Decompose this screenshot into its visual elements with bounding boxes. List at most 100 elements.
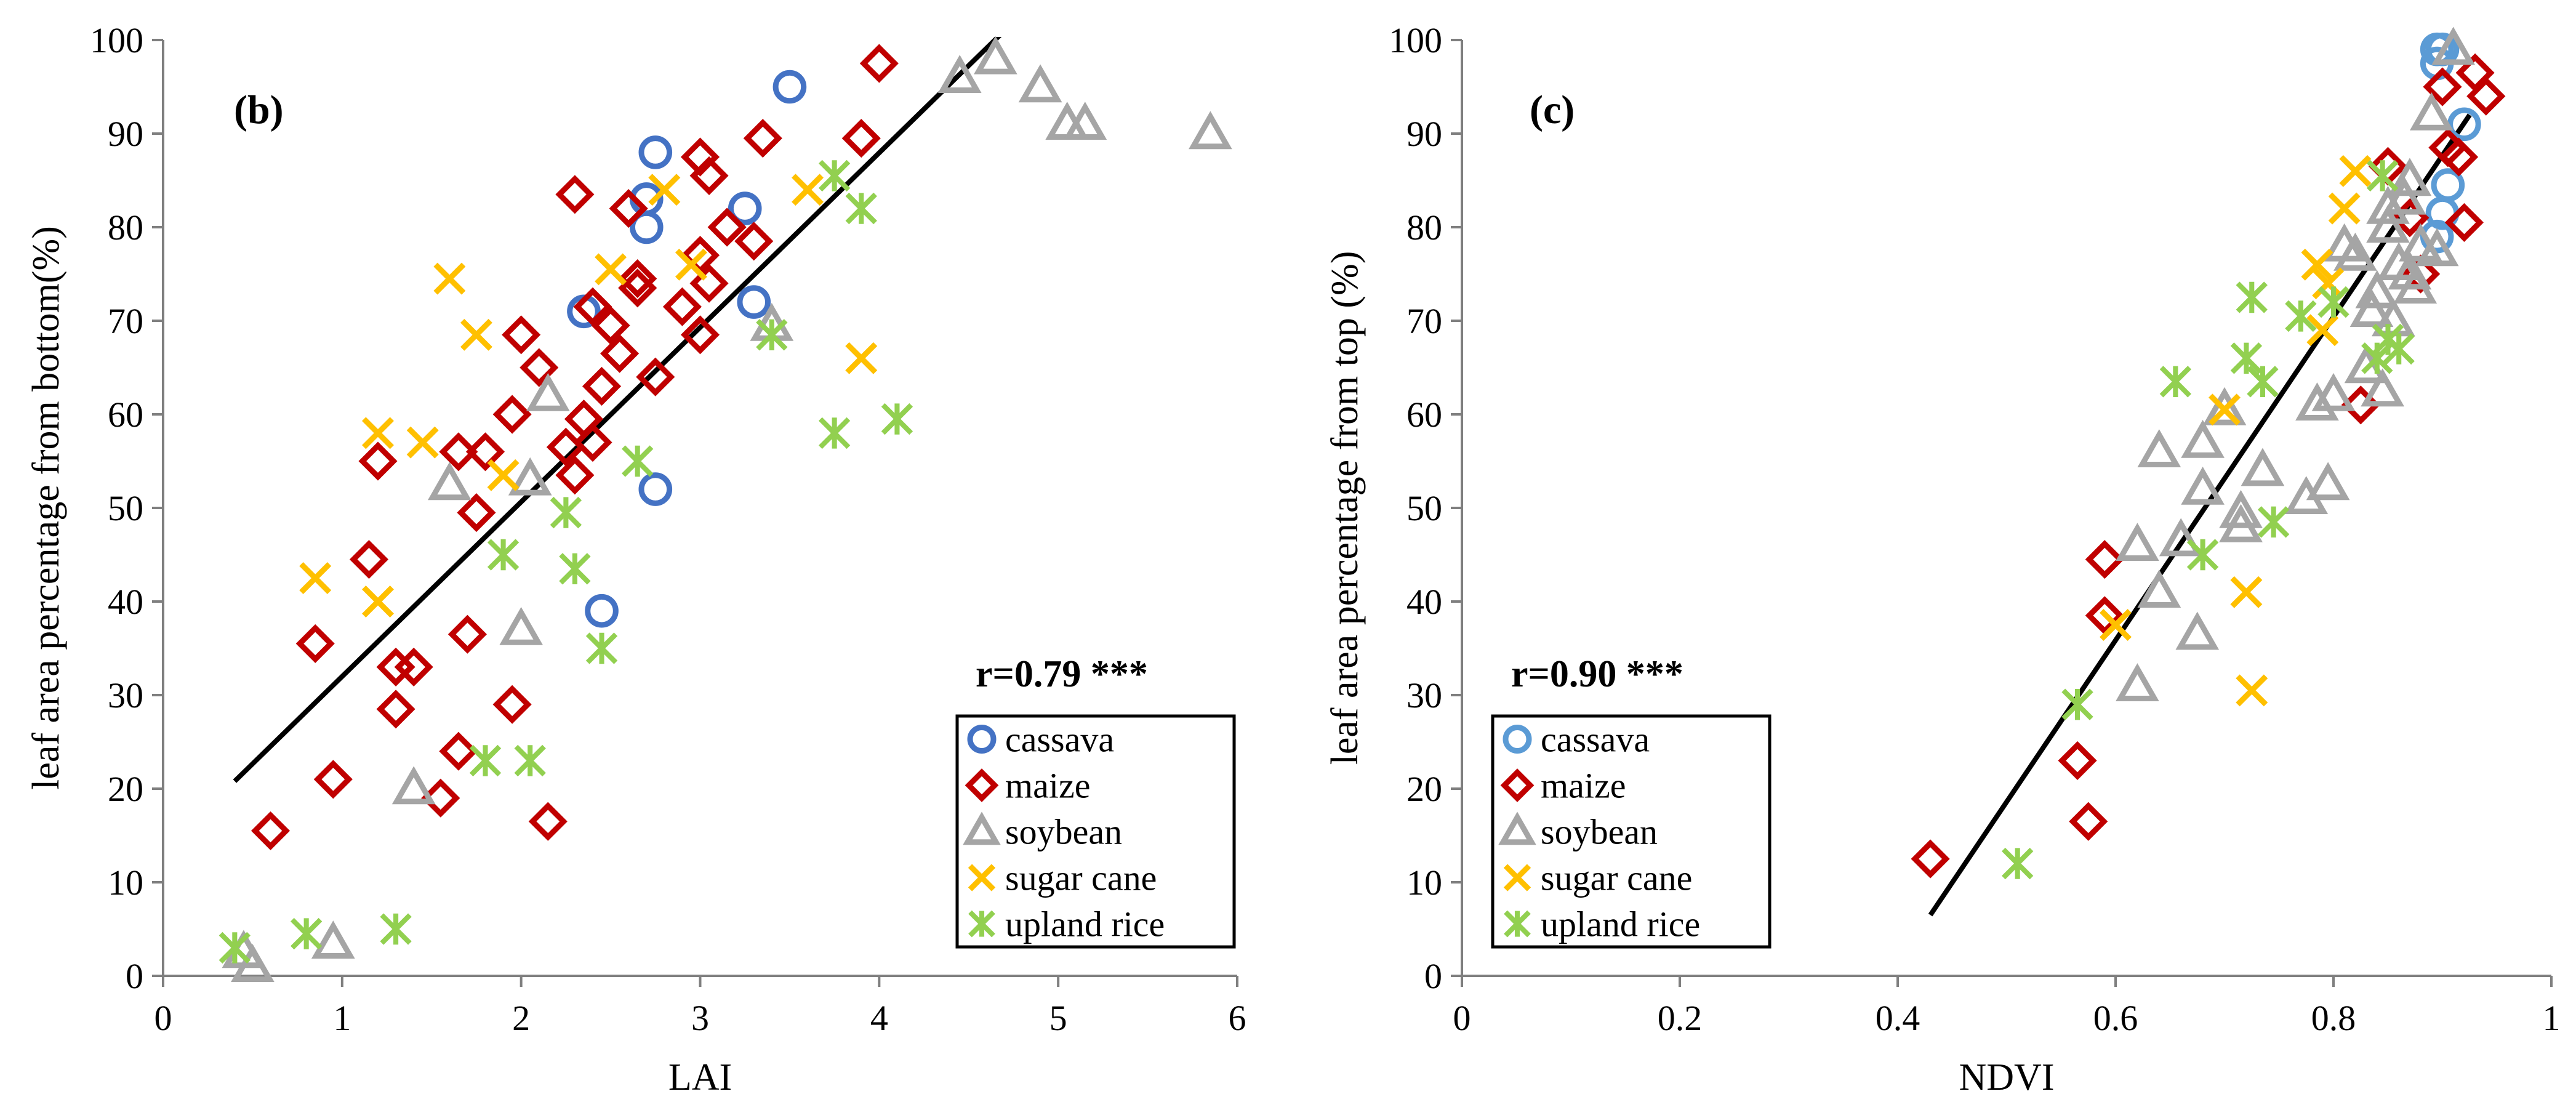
data-point — [2382, 176, 2426, 215]
data-point — [1063, 102, 1107, 140]
y-tick-label: 10 — [1406, 863, 1442, 903]
data-point — [2069, 802, 2108, 841]
data-point — [349, 540, 389, 579]
data-point — [502, 315, 541, 355]
data-point — [689, 156, 729, 195]
series-cassava — [567, 70, 807, 628]
data-point — [457, 493, 496, 533]
data-point — [291, 917, 323, 950]
y-axis-title: leaf area percentage from bottom(%) — [25, 226, 67, 790]
y-tick-label: 90 — [1406, 114, 1442, 154]
series-maize — [1911, 53, 2506, 879]
data-point — [743, 119, 782, 158]
data-point — [622, 445, 654, 477]
data-point — [2388, 158, 2432, 196]
legend-label: cassava — [1005, 720, 1114, 760]
data-point — [841, 119, 881, 158]
panel-label: (b) — [234, 87, 284, 132]
data-point — [859, 44, 899, 83]
data-point — [427, 462, 471, 501]
y-tick-label: 80 — [1406, 207, 1442, 248]
legend-label: soybean — [1005, 812, 1122, 852]
legend-label: cassava — [1541, 720, 1650, 760]
y-tick-label: 90 — [108, 114, 143, 154]
data-point — [313, 760, 353, 799]
series-soybean — [2116, 26, 2476, 701]
x-tick-label: 0.6 — [2093, 998, 2138, 1038]
data-point — [662, 287, 702, 326]
data-point — [582, 366, 622, 406]
data-point — [2444, 203, 2484, 242]
data-point — [2230, 576, 2263, 608]
legend-marker — [1503, 725, 1532, 754]
x-tick-label: 3 — [691, 998, 709, 1038]
legend-box — [1491, 714, 1772, 949]
data-point — [1911, 839, 1950, 879]
data-point — [295, 624, 335, 663]
data-point — [2306, 314, 2339, 347]
y-tick-label: 60 — [108, 395, 143, 435]
data-point — [2230, 342, 2263, 374]
data-point — [618, 259, 657, 299]
data-point — [447, 614, 487, 654]
y-tick-label: 70 — [1406, 301, 1442, 341]
data-point — [585, 632, 618, 664]
data-point — [362, 586, 394, 618]
x-tick-label: 1 — [333, 998, 351, 1038]
data-point — [394, 647, 433, 686]
data-point — [756, 319, 788, 351]
trend-line — [1928, 113, 2472, 917]
data-point — [937, 55, 982, 93]
data-point — [772, 70, 807, 104]
data-point — [629, 210, 664, 244]
data-point — [2415, 228, 2459, 267]
data-point — [2383, 332, 2415, 365]
data-point — [818, 417, 851, 449]
legend-marker — [1498, 811, 1536, 845]
data-point — [2312, 267, 2345, 300]
data-point — [737, 285, 771, 319]
data-point — [2349, 289, 2394, 327]
series-sugar-cane — [2100, 155, 2372, 707]
data-point — [2317, 286, 2349, 318]
data-point — [845, 192, 877, 225]
data-point — [818, 159, 851, 192]
data-point — [2181, 466, 2225, 505]
x-axis-title: NDVI — [1959, 1057, 2055, 1098]
data-point — [585, 594, 619, 628]
legend-marker — [967, 725, 997, 754]
data-point — [2100, 609, 2132, 641]
data-point — [2202, 387, 2247, 425]
data-point — [734, 222, 774, 261]
data-point — [2361, 368, 2405, 407]
data-point — [2002, 847, 2034, 880]
x-tick-label: 0.4 — [1876, 998, 1920, 1038]
x-tick-label: 0.8 — [2311, 998, 2356, 1038]
data-point — [251, 811, 291, 850]
data-point — [439, 731, 478, 771]
data-point — [974, 36, 1017, 74]
data-point — [492, 395, 532, 434]
series-sugar-cane — [299, 174, 878, 618]
correlation-annotation: r=0.90 *** — [1511, 653, 1683, 695]
data-point — [573, 423, 612, 462]
y-tick-label: 0 — [1424, 956, 1442, 996]
data-point — [728, 191, 762, 225]
series-upland-rice — [219, 159, 913, 964]
data-point — [2333, 232, 2377, 271]
data-point — [2447, 107, 2481, 142]
y-tick-label: 70 — [108, 301, 143, 341]
legend: cassava maize soybean sugar cane upland rice — [955, 714, 1236, 949]
legend-marker — [968, 864, 996, 892]
y-tick-label: 10 — [108, 863, 143, 903]
data-point — [550, 496, 582, 529]
data-point — [469, 744, 502, 777]
data-point — [487, 539, 520, 571]
data-point — [219, 932, 251, 964]
data-point — [2241, 448, 2285, 486]
data-point — [609, 189, 648, 228]
data-point — [2209, 393, 2241, 426]
data-point — [675, 248, 707, 281]
series-upland-rice — [2002, 159, 2415, 880]
